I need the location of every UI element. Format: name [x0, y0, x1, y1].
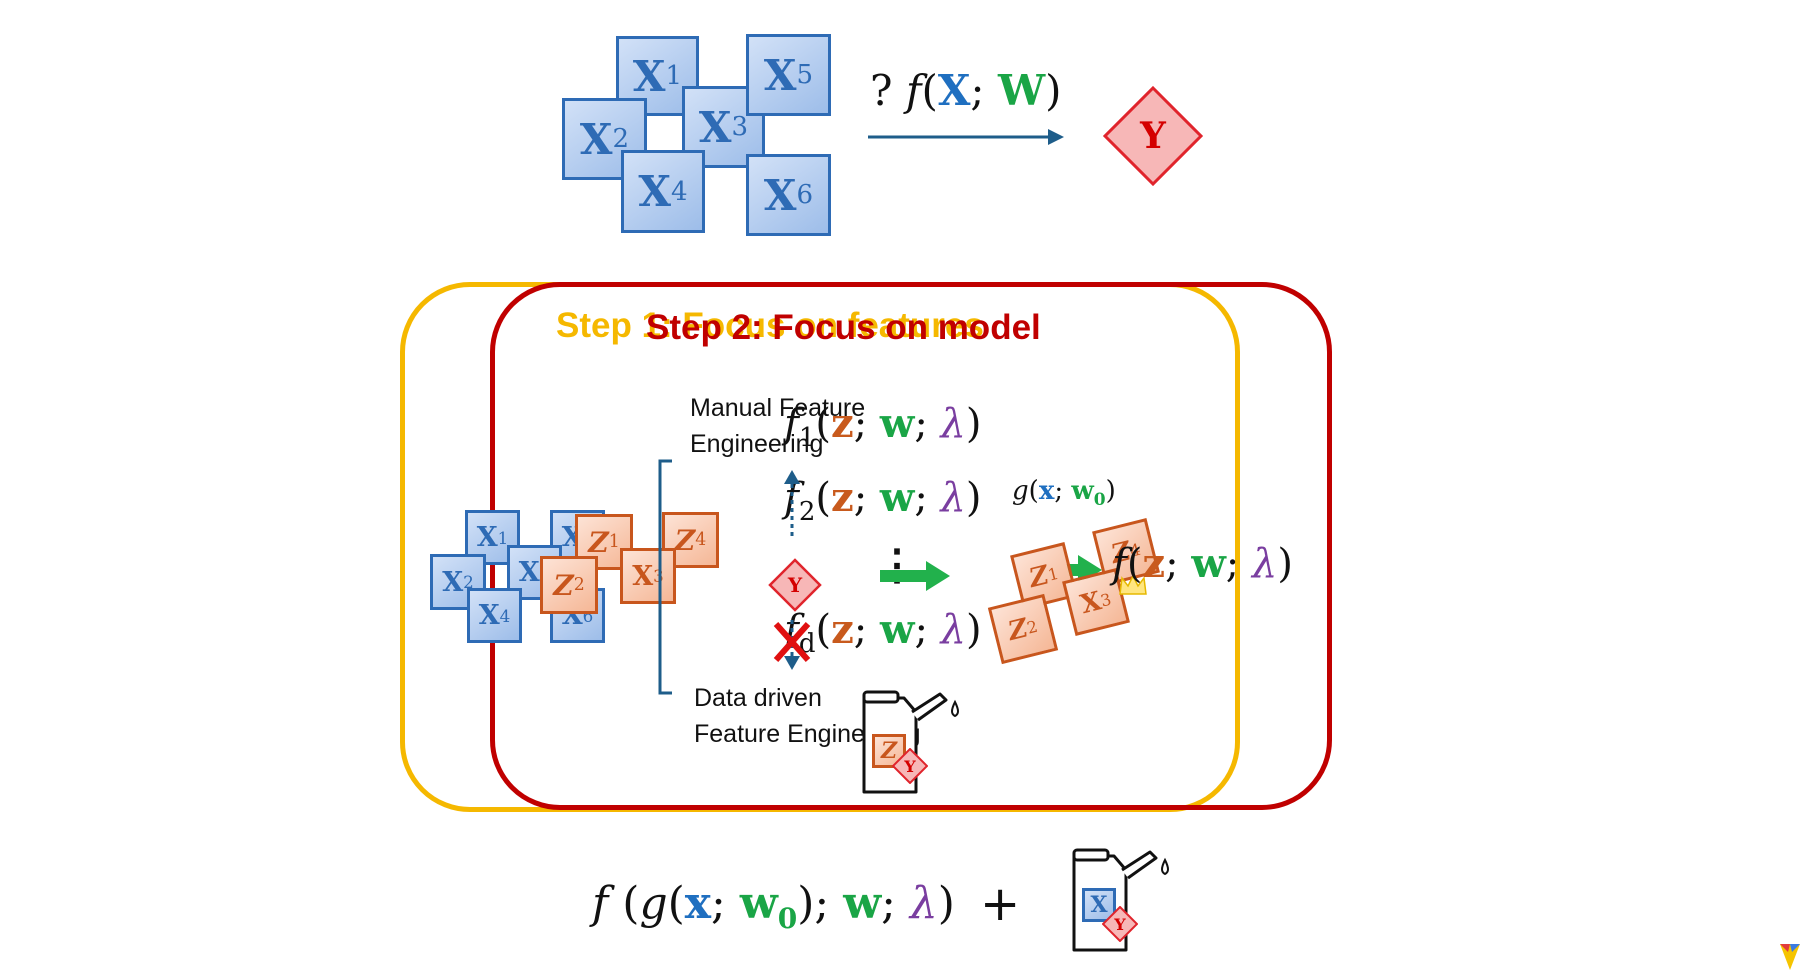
- middle-target-diamond: Y: [768, 558, 822, 612]
- green-arrow-middle: [880, 561, 950, 591]
- f-right-formula: f(z; w; λ): [1112, 540, 1293, 587]
- diamond-shape: [768, 558, 822, 612]
- fd-formula: fd(z; w; λ): [784, 606, 982, 659]
- can-z-box: Z: [872, 734, 906, 768]
- top-target-diamond: Y: [1103, 86, 1203, 186]
- can-y-diamond: Y: [1102, 906, 1138, 942]
- step1-title: Step 1: Focus on features: [556, 306, 984, 345]
- diamond-shape: [1103, 86, 1203, 186]
- diamond-shape: [1102, 906, 1138, 942]
- can-y-diamond: Y: [892, 748, 928, 784]
- crown-icon: [1119, 574, 1147, 595]
- diamond-shape: [892, 748, 928, 784]
- g-label: g(x; w0): [1012, 476, 1116, 511]
- fuel-can-panel: Z Y: [856, 686, 966, 798]
- f2-formula: f2(z; w; λ): [784, 474, 982, 527]
- top-mapping-formula: ? f(X; W): [870, 66, 1062, 115]
- plus-sign: +: [980, 876, 1021, 932]
- step2-title: Step 2: Focus on model: [646, 308, 1041, 347]
- feature-bracket: [658, 459, 672, 695]
- bottom-formula: f (g(x; w0); w; λ): [592, 878, 955, 935]
- top-arrow: [868, 129, 1064, 145]
- corner-logo-icon: [1780, 944, 1800, 970]
- f1-formula: f1(z; w; λ): [784, 400, 982, 453]
- red-cross-icon: [773, 622, 811, 662]
- manual-feature-label: Manual Feature Engineering: [690, 394, 866, 458]
- fuel-can-bottom: X Y: [1066, 844, 1176, 956]
